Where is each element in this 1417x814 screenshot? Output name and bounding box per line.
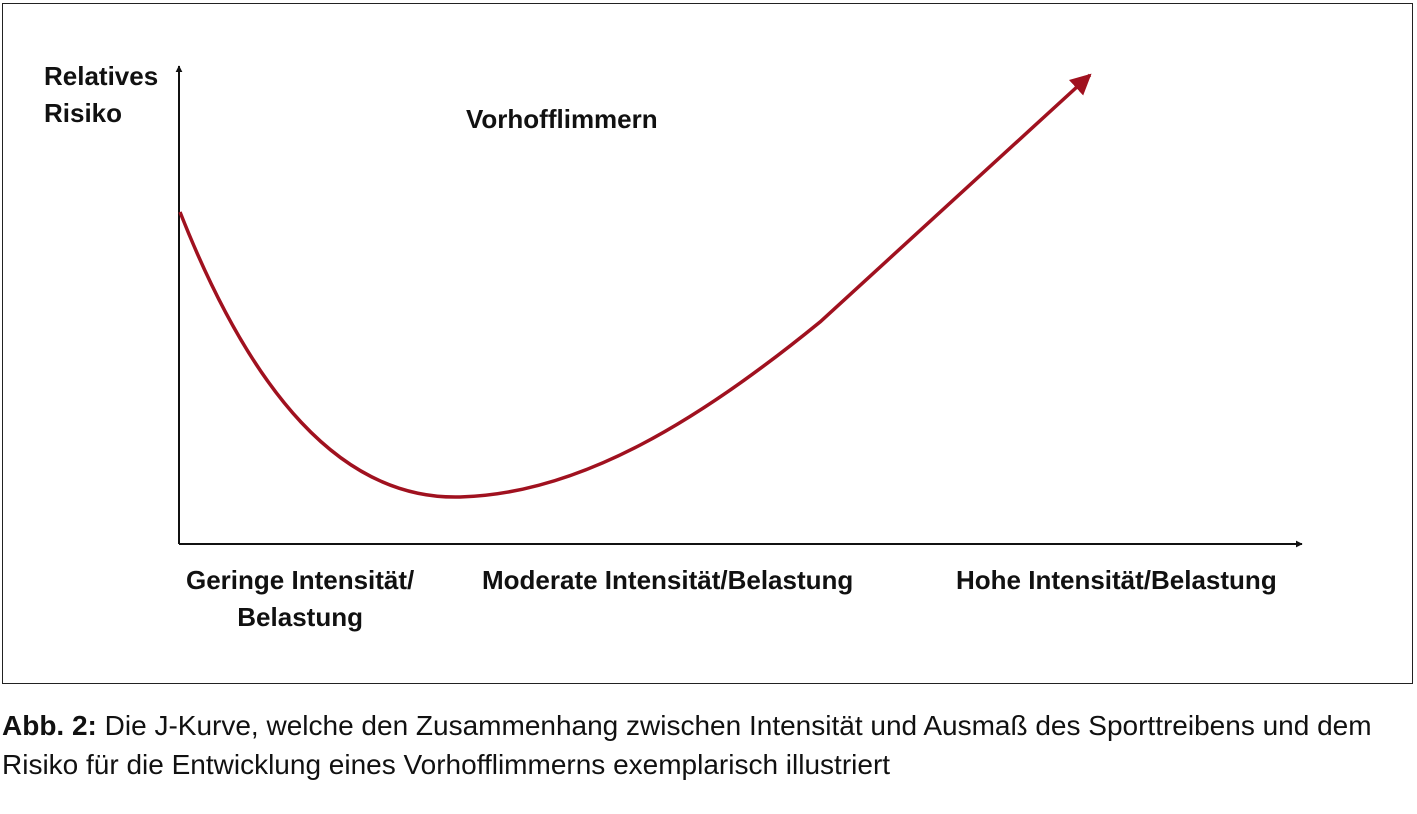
j-curve <box>178 73 1092 499</box>
x-label-moderate: Moderate Intensität/Belastung <box>482 565 854 595</box>
caption-label: Abb. 2: <box>2 710 97 741</box>
y-axis-label: Relatives Risiko <box>44 58 158 132</box>
x-label-high: Hohe Intensität/Belastung <box>956 565 1277 595</box>
x-label-low-line-1: Geringe Intensität/ <box>186 565 415 595</box>
figure-frame <box>2 3 1413 684</box>
figure-caption: Abb. 2: Die J-Kurve, welche den Zusammen… <box>2 706 1412 784</box>
diagram-title: Vorhofflimmern <box>466 104 658 134</box>
y-axis-label-line-1: Relatives <box>44 61 159 91</box>
y-axis-label-line-2: Risiko <box>44 98 123 128</box>
caption-text: Die J-Kurve, welche den Zusammenhang zwi… <box>2 710 1372 780</box>
x-label-low: Geringe Intensität/ Belastung <box>186 562 414 636</box>
x-label-low-line-2: Belastung <box>237 602 363 632</box>
